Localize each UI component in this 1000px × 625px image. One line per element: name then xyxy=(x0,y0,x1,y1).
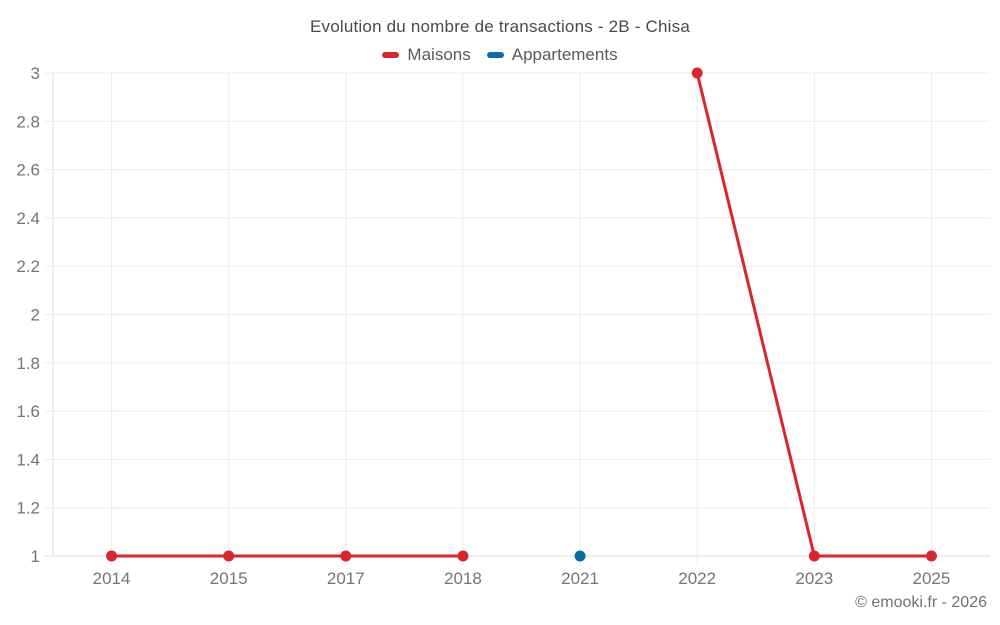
x-tick-label: 2017 xyxy=(327,569,365,588)
x-tick-label: 2022 xyxy=(678,569,716,588)
y-tick-label: 1.6 xyxy=(16,402,40,421)
legend: Maisons Appartements xyxy=(0,45,1000,65)
data-point-maisons-2022[interactable] xyxy=(691,67,703,79)
data-point-maisons-2023[interactable] xyxy=(808,550,820,562)
legend-item-maisons[interactable]: Maisons xyxy=(382,45,471,65)
x-tick-label: 2021 xyxy=(561,569,599,588)
x-tick-label: 2014 xyxy=(93,569,131,588)
y-tick-label: 1.2 xyxy=(16,499,40,518)
data-point-maisons-2015[interactable] xyxy=(223,550,235,562)
y-tick-label: 2.8 xyxy=(16,112,40,131)
x-tick-label: 2025 xyxy=(913,569,951,588)
legend-label-appartements: Appartements xyxy=(511,45,618,64)
legend-label-maisons: Maisons xyxy=(407,45,471,64)
data-point-maisons-2014[interactable] xyxy=(106,550,118,562)
chart-title: Evolution du nombre de transactions - 2B… xyxy=(309,17,690,36)
x-tick-label: 2023 xyxy=(795,569,833,588)
y-tick-label: 1.8 xyxy=(16,354,40,373)
y-tick-label: 3 xyxy=(31,64,40,83)
data-point-maisons-2018[interactable] xyxy=(457,550,469,562)
y-tick-label: 1 xyxy=(31,547,40,566)
y-tick-label: 2.6 xyxy=(16,161,40,180)
legend-swatch-appartements-icon xyxy=(486,52,504,58)
y-tick-label: 1.4 xyxy=(16,450,40,469)
data-point-maisons-2017[interactable] xyxy=(340,550,352,562)
legend-swatch-maisons-icon xyxy=(382,52,400,58)
legend-item-appartements[interactable]: Appartements xyxy=(486,45,618,65)
y-tick-label: 2.2 xyxy=(16,257,40,276)
y-tick-label: 2 xyxy=(31,306,40,325)
x-tick-label: 2018 xyxy=(444,569,482,588)
data-point-appartements-2021[interactable] xyxy=(574,550,586,562)
data-point-maisons-2025[interactable] xyxy=(925,550,937,562)
y-tick-label: 2.4 xyxy=(16,209,40,228)
copyright-footer: © emooki.fr - 2026 xyxy=(855,594,987,611)
x-tick-label: 2015 xyxy=(210,569,248,588)
